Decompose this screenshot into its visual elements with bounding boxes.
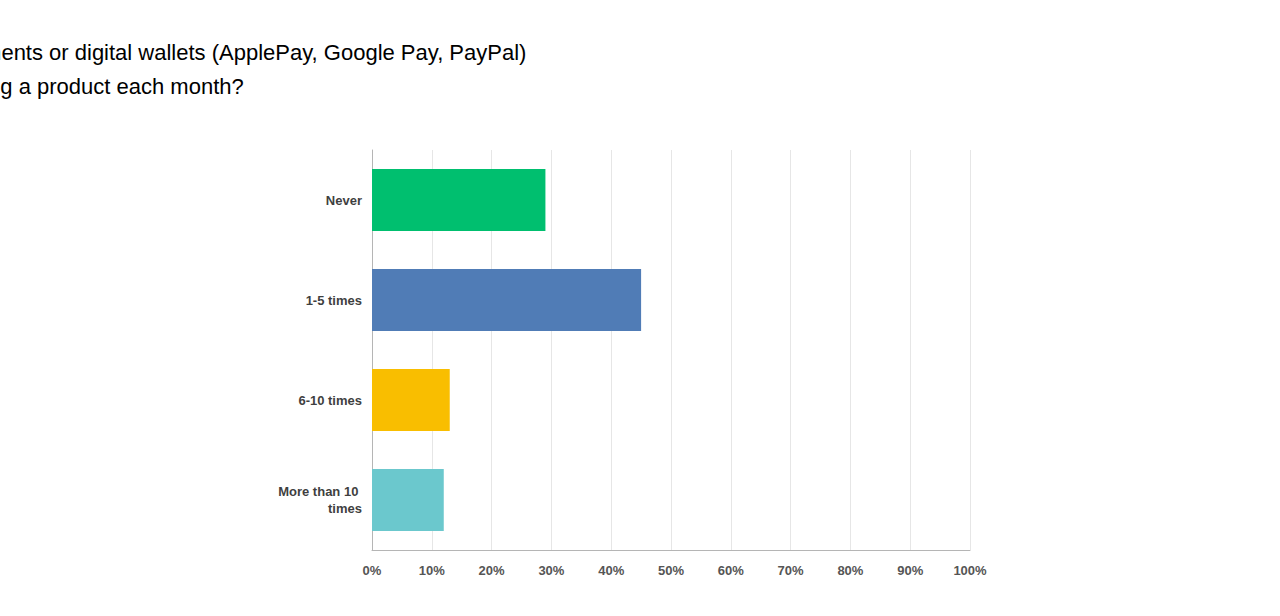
svg-text:30%: 30% (538, 563, 564, 578)
svg-text:More than 10: More than 10 (278, 484, 362, 499)
svg-text:80%: 80% (837, 563, 863, 578)
svg-text:Question: How often do you use: Question: How often do you use mobile pa… (0, 40, 533, 65)
svg-text:Never: Never (326, 193, 362, 208)
svg-text:60%: 60% (718, 563, 744, 578)
svg-text:when purchasing a product each: when purchasing a product each month? (0, 74, 244, 99)
svg-text:100%: 100% (953, 563, 987, 578)
svg-text:90%: 90% (897, 563, 923, 578)
svg-text:6-10 times: 6-10 times (298, 393, 362, 408)
svg-text:40%: 40% (598, 563, 624, 578)
svg-text:0%: 0% (363, 563, 382, 578)
svg-text:20%: 20% (479, 563, 505, 578)
svg-text:1-5 times: 1-5 times (306, 293, 362, 308)
svg-text:10%: 10% (419, 563, 445, 578)
svg-text:times: times (328, 501, 362, 516)
svg-text:70%: 70% (778, 563, 804, 578)
svg-text:50%: 50% (658, 563, 684, 578)
